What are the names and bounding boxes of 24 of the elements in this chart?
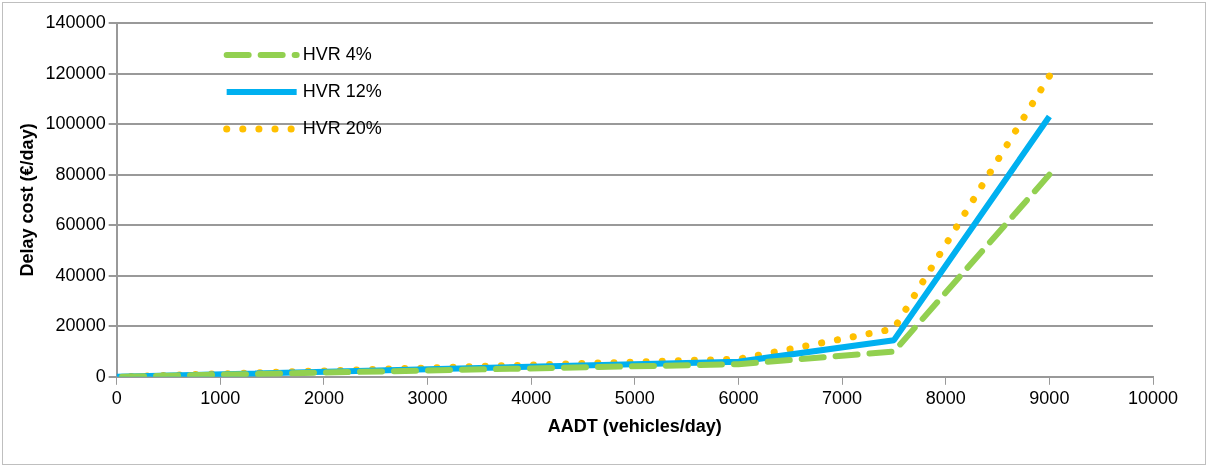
- x-tick-label: 0: [111, 387, 122, 408]
- y-tick-label: 120000: [45, 62, 106, 83]
- x-tick-label: 5000: [614, 387, 655, 408]
- x-tick-label: 7000: [822, 387, 863, 408]
- x-tick-label: 6000: [718, 387, 759, 408]
- x-tick-label: 3000: [407, 387, 448, 408]
- y-tick-label: 40000: [55, 264, 106, 285]
- x-axis-title: AADT (vehicles/day): [547, 416, 722, 437]
- x-tick-label: 2000: [303, 387, 344, 408]
- y-tick-label: 140000: [45, 11, 106, 32]
- legend-label: HVR 4%: [302, 43, 372, 64]
- x-tick-label: 4000: [511, 387, 552, 408]
- y-tick-label: 60000: [55, 214, 106, 235]
- y-tick-label: 80000: [55, 163, 106, 184]
- y-tick-label: 0: [95, 365, 106, 386]
- x-tick-label: 8000: [925, 387, 966, 408]
- y-axis-title: Delay cost (€/day): [16, 123, 37, 277]
- x-tick-label: 1000: [200, 387, 241, 408]
- legend-label: HVR 20%: [302, 117, 382, 138]
- legend-label: HVR 12%: [302, 80, 382, 101]
- y-tick-label: 100000: [45, 113, 106, 134]
- x-tick-label: 9000: [1029, 387, 1070, 408]
- x-tick-label: 10000: [1127, 387, 1179, 408]
- y-tick-label: 20000: [55, 315, 106, 336]
